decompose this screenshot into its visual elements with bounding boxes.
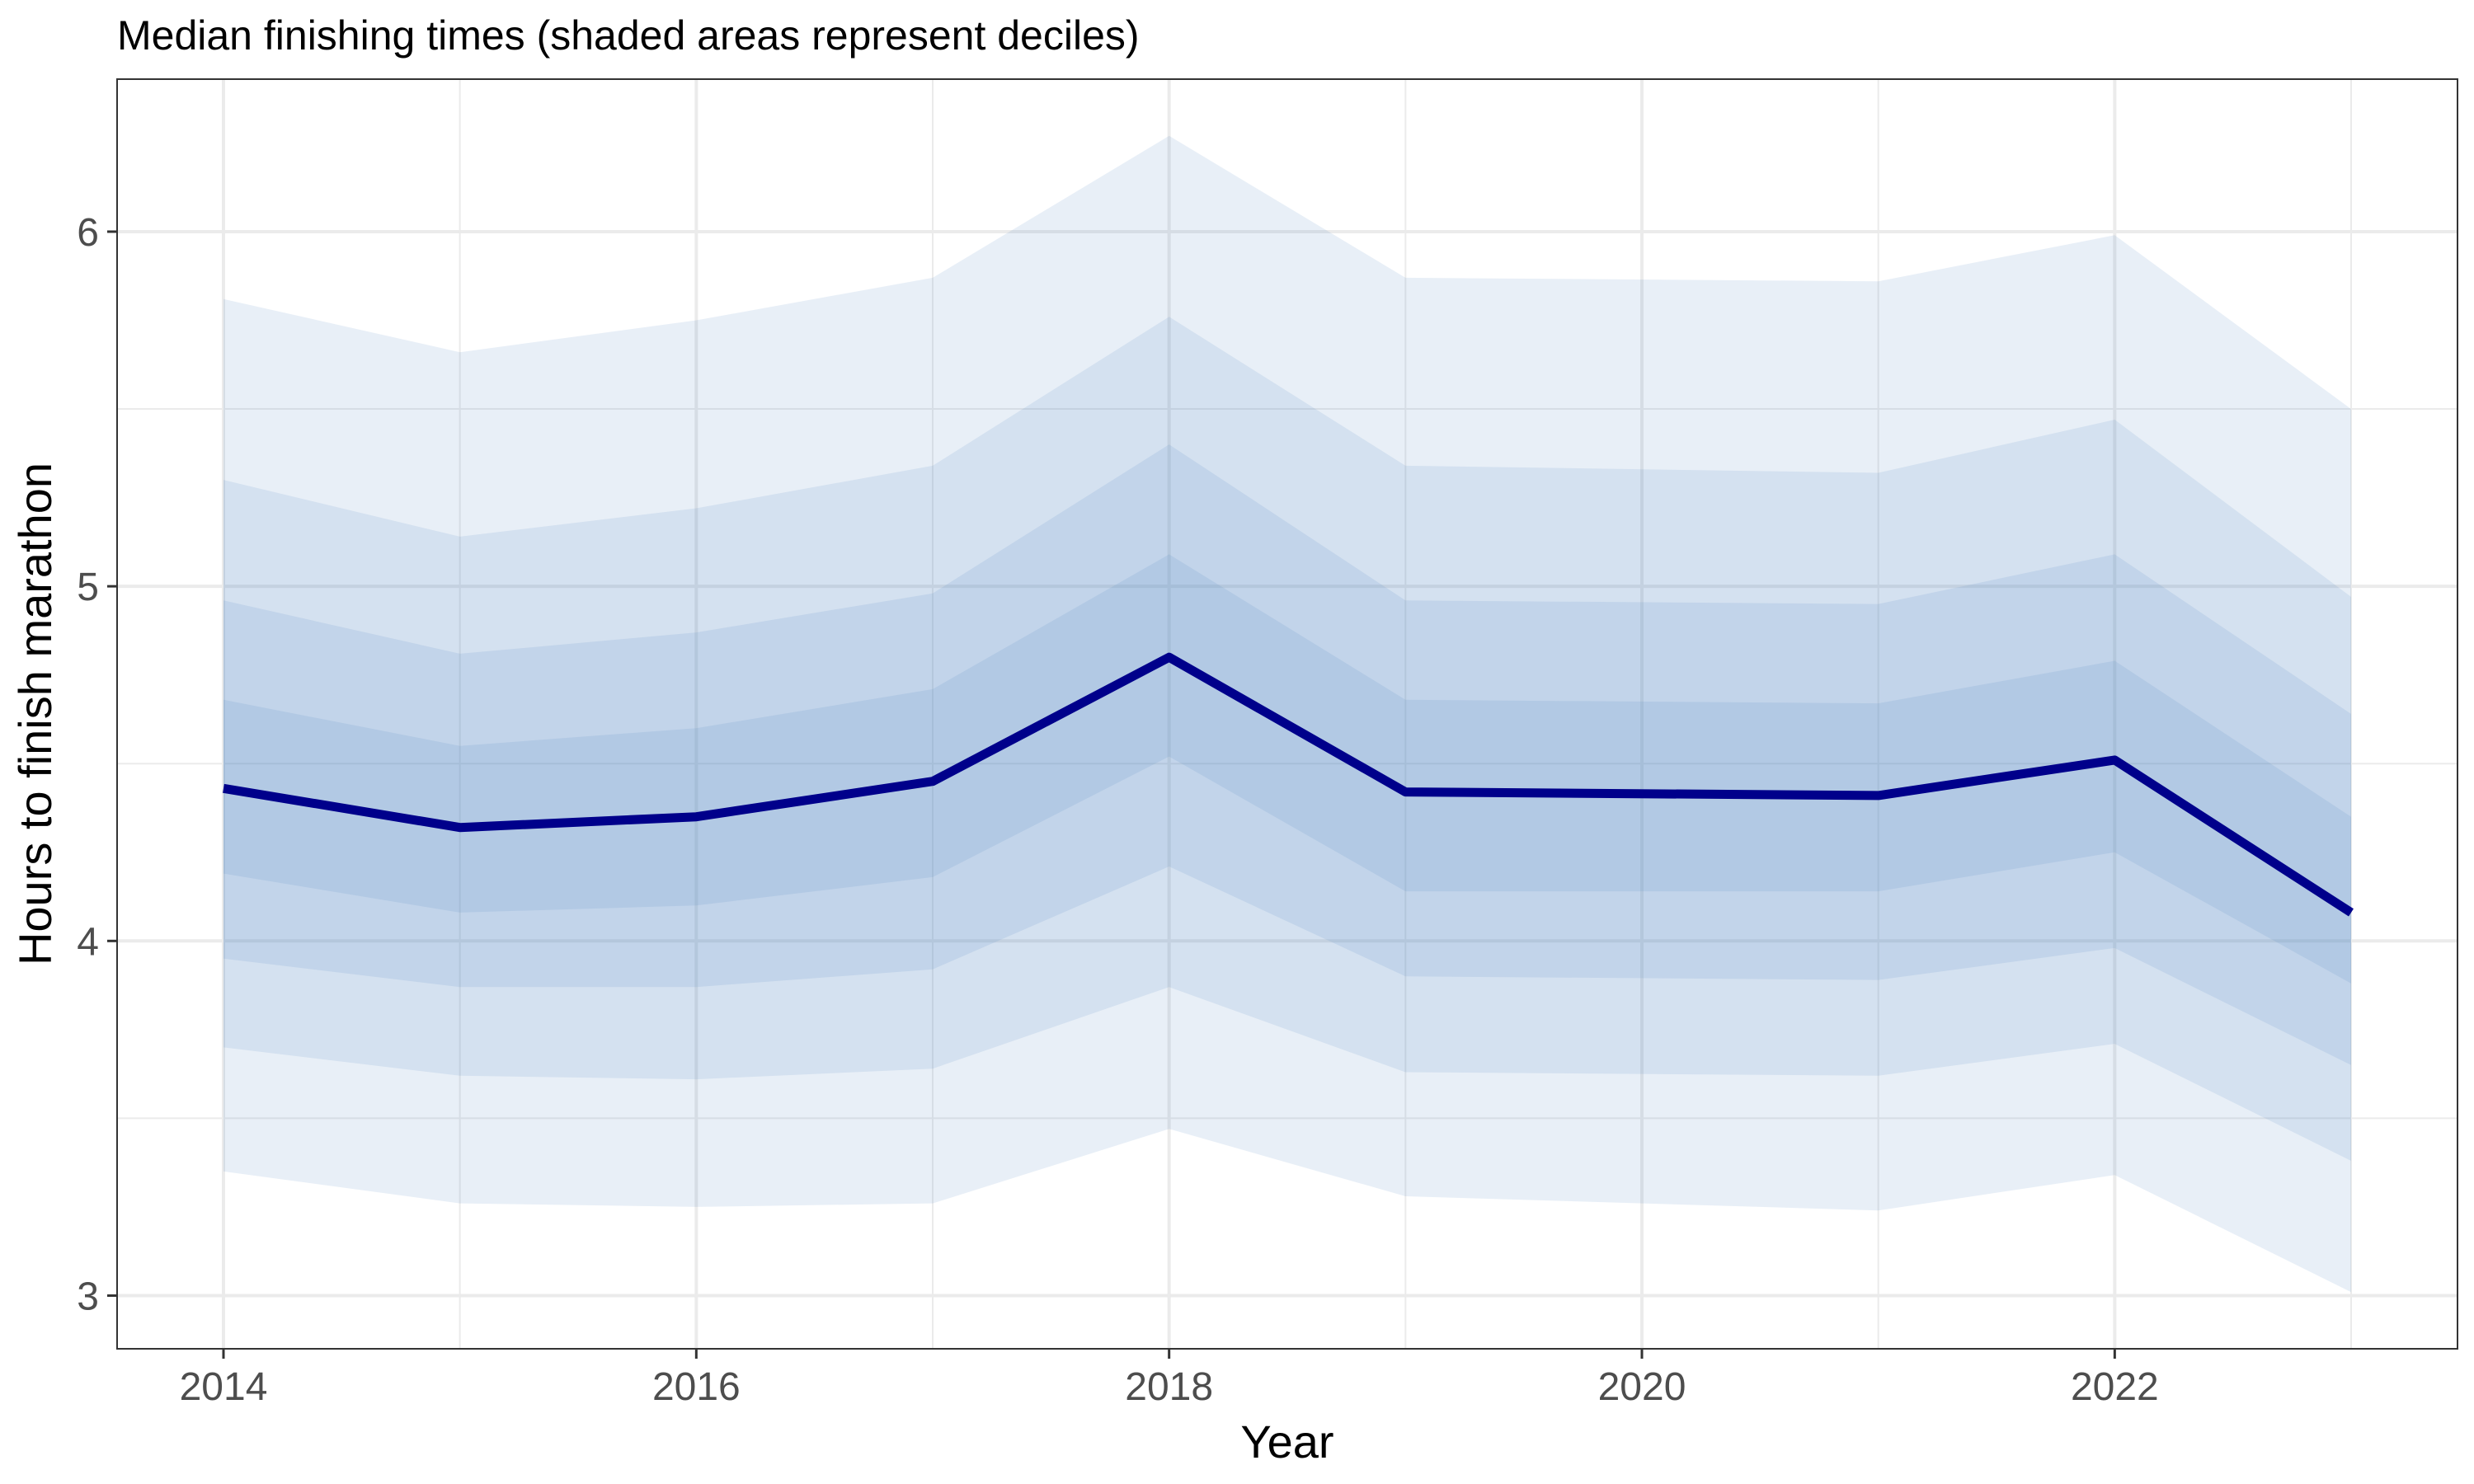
x-tick-label: 2014	[180, 1365, 268, 1409]
decile-band-3	[223, 444, 2351, 1065]
decile-band-4	[223, 554, 2351, 984]
y-tick-label: 3	[77, 1275, 99, 1318]
x-tick-label: 2018	[1125, 1365, 1213, 1409]
x-tick-label: 2020	[1598, 1365, 1686, 1409]
x-tick-label: 2022	[2071, 1365, 2159, 1409]
x-axis-label: Year	[1240, 1416, 1333, 1468]
decile-bands	[223, 135, 2351, 1293]
y-axis-label: Hours to finish marathon	[9, 463, 61, 965]
decile-band-1	[223, 135, 2351, 1293]
y-tick-label: 6	[77, 211, 99, 255]
panel-border	[116, 78, 2458, 1350]
y-tick-label: 5	[77, 566, 99, 609]
grid-lines	[117, 79, 2458, 1349]
x-tick-label: 2016	[652, 1365, 741, 1409]
decile-band-2	[223, 317, 2351, 1161]
y-axis-ticks: 3 4 5 6	[77, 211, 117, 1318]
median-line	[223, 652, 2354, 917]
median-line-group	[223, 652, 2354, 917]
chart-title: Median finishing times (shaded areas rep…	[117, 12, 1140, 59]
x-axis-ticks: 2014 2016 2018 2020 2022	[180, 1349, 2159, 1409]
y-tick-label: 4	[77, 920, 99, 964]
